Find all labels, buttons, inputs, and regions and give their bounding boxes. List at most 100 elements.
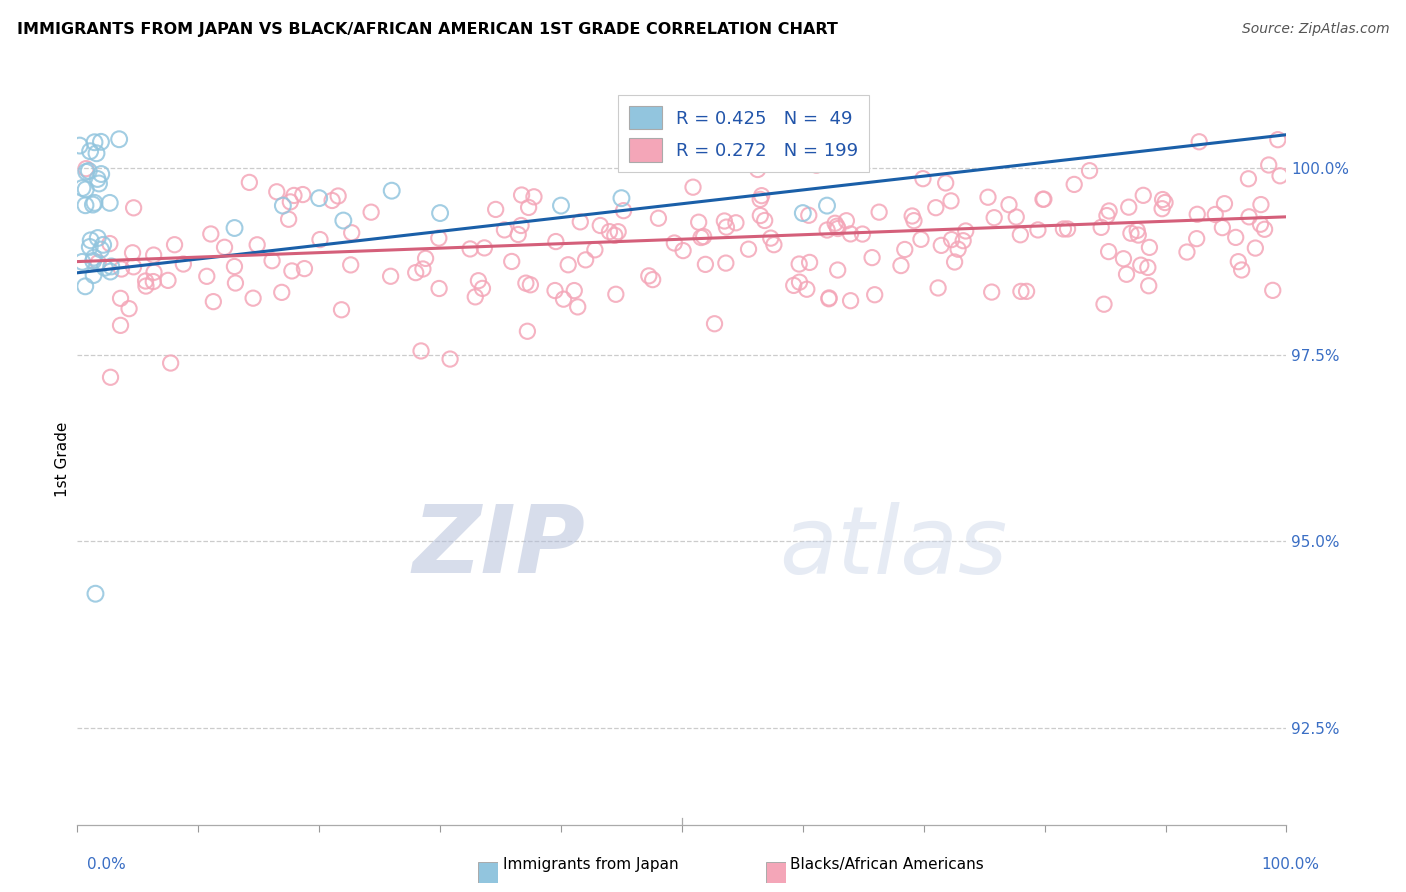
Text: Blacks/African Americans: Blacks/African Americans xyxy=(790,857,984,872)
Point xyxy=(939,194,962,208)
Point xyxy=(330,302,353,317)
Point xyxy=(589,219,612,233)
Point xyxy=(724,216,747,230)
Point xyxy=(839,293,862,308)
Point xyxy=(1267,133,1289,147)
Point xyxy=(1098,204,1121,219)
Point xyxy=(695,257,717,271)
Point xyxy=(901,209,924,223)
Point xyxy=(321,194,343,208)
Point xyxy=(485,202,508,217)
Point xyxy=(283,188,305,202)
Point xyxy=(818,291,841,305)
Point xyxy=(83,135,105,149)
Point xyxy=(737,242,759,256)
Point xyxy=(471,281,494,295)
Point xyxy=(612,203,634,218)
Point xyxy=(90,243,112,257)
Point xyxy=(1032,192,1054,206)
Point xyxy=(75,198,97,212)
Point xyxy=(266,185,288,199)
Point xyxy=(688,215,710,229)
Point xyxy=(458,242,481,256)
Point xyxy=(122,201,145,215)
Point xyxy=(929,238,952,252)
Point xyxy=(759,231,782,245)
Point xyxy=(1250,217,1272,231)
Point xyxy=(294,261,316,276)
Point xyxy=(332,213,354,227)
Point xyxy=(278,194,301,209)
Point xyxy=(86,172,108,186)
Point xyxy=(87,231,110,245)
Point xyxy=(1092,297,1115,311)
Point xyxy=(270,285,292,300)
Point xyxy=(238,175,260,189)
Point xyxy=(340,226,363,240)
Point xyxy=(796,282,818,296)
Point xyxy=(281,264,304,278)
Point xyxy=(672,244,695,258)
Point xyxy=(242,291,264,305)
Point xyxy=(1015,285,1038,299)
Point xyxy=(523,190,546,204)
Point xyxy=(910,232,932,246)
Point xyxy=(82,254,104,268)
Point xyxy=(510,188,533,202)
Y-axis label: 1st Grade: 1st Grade xyxy=(55,422,70,497)
Point xyxy=(79,145,101,159)
Point xyxy=(159,356,181,370)
Point xyxy=(291,187,314,202)
Point xyxy=(100,370,122,384)
Point xyxy=(84,587,107,601)
Point xyxy=(135,279,157,293)
Text: IMMIGRANTS FROM JAPAN VS BLACK/AFRICAN AMERICAN 1ST GRADE CORRELATION CHART: IMMIGRANTS FROM JAPAN VS BLACK/AFRICAN A… xyxy=(17,22,838,37)
Point xyxy=(86,146,108,161)
Point xyxy=(1152,202,1174,216)
Text: atlas: atlas xyxy=(779,501,1007,592)
Point xyxy=(1152,193,1174,207)
Point xyxy=(143,265,166,279)
Point xyxy=(427,231,450,245)
Point xyxy=(943,255,966,269)
Point xyxy=(409,343,432,358)
Point xyxy=(1244,241,1267,255)
Point xyxy=(1213,196,1236,211)
Point xyxy=(246,237,269,252)
Point xyxy=(824,216,846,230)
Text: 100.0%: 100.0% xyxy=(1261,857,1319,872)
Point xyxy=(309,233,332,247)
Point xyxy=(1175,245,1198,260)
Point xyxy=(647,211,669,226)
Point xyxy=(519,277,541,292)
Point xyxy=(799,255,821,269)
Point xyxy=(946,242,969,256)
Point xyxy=(98,195,121,210)
Point xyxy=(894,243,917,257)
Point xyxy=(980,285,1002,299)
Point xyxy=(1188,135,1211,149)
Point xyxy=(806,158,828,172)
Point xyxy=(1225,230,1247,244)
Point xyxy=(1090,220,1112,235)
Point xyxy=(567,300,589,314)
Point xyxy=(1132,188,1154,202)
Point xyxy=(544,284,567,298)
Point xyxy=(1204,207,1226,221)
Point xyxy=(271,199,294,213)
Point xyxy=(941,233,963,247)
Point xyxy=(607,225,630,239)
Point xyxy=(72,181,94,195)
Point xyxy=(569,215,592,229)
Point xyxy=(714,256,737,270)
Point xyxy=(911,171,934,186)
Point xyxy=(172,257,194,271)
Point xyxy=(163,237,186,252)
Point xyxy=(467,274,489,288)
Point xyxy=(98,236,121,251)
Point xyxy=(214,240,236,254)
Point xyxy=(598,225,620,239)
Point xyxy=(783,278,806,293)
Point xyxy=(82,197,104,211)
Point xyxy=(998,197,1021,211)
